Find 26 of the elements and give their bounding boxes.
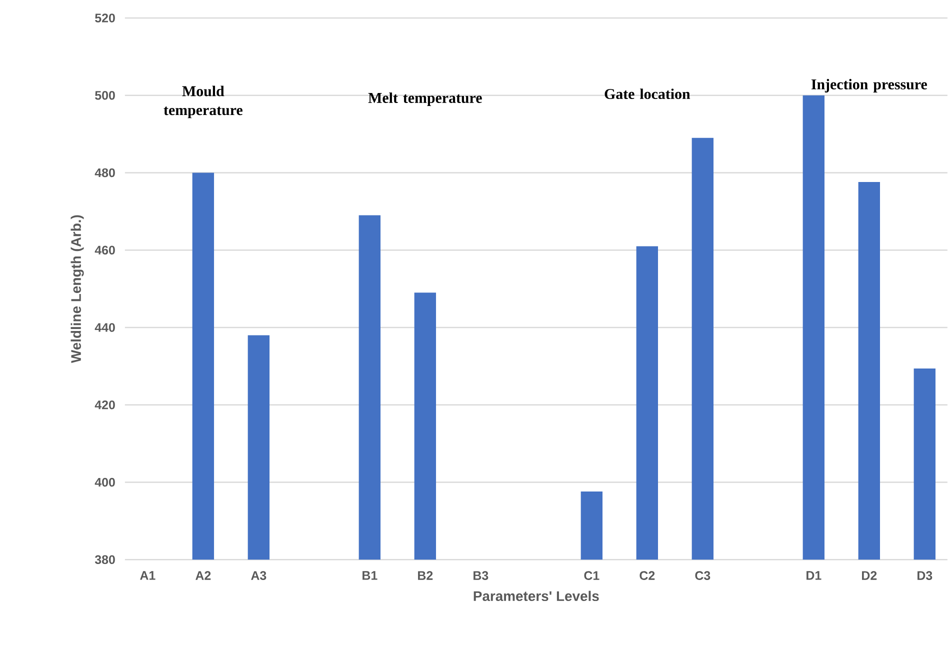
x-tick-label: A2 <box>196 571 211 580</box>
x-tick-label: A3 <box>251 571 266 580</box>
x-tick-label: B3 <box>474 571 488 580</box>
x-tick-label: D2 <box>862 571 877 580</box>
y-tick-label: 480 <box>94 168 115 178</box>
x-tick-label: B1 <box>362 571 378 580</box>
y-axis-title: Weldline Length (Arb.) <box>70 215 84 364</box>
x-axis-title: Parameters' Levels <box>474 591 599 602</box>
annotation: Melt temperature <box>368 92 482 106</box>
y-tick-label: 440 <box>94 323 115 332</box>
x-tick-label: C1 <box>584 571 600 580</box>
y-tick-label: 380 <box>94 555 115 564</box>
annotation: Mould temperature <box>164 86 242 118</box>
y-tick-label: 520 <box>95 14 115 23</box>
y-tick-label: 400 <box>94 478 115 487</box>
y-tick-label: 420 <box>94 400 115 410</box>
x-tick-label: C2 <box>640 571 655 580</box>
y-tick-label: 500 <box>95 91 115 100</box>
x-tick-label: D1 <box>806 571 822 580</box>
x-tick-label: C3 <box>695 571 710 580</box>
annotation: Injection pressure <box>811 79 927 93</box>
x-tick-label: B2 <box>418 571 433 580</box>
x-tick-label: D3 <box>918 571 932 580</box>
y-tick-label: 460 <box>94 246 115 255</box>
x-tick-label: A1 <box>140 571 156 580</box>
annotation: Gate location <box>604 88 690 100</box>
